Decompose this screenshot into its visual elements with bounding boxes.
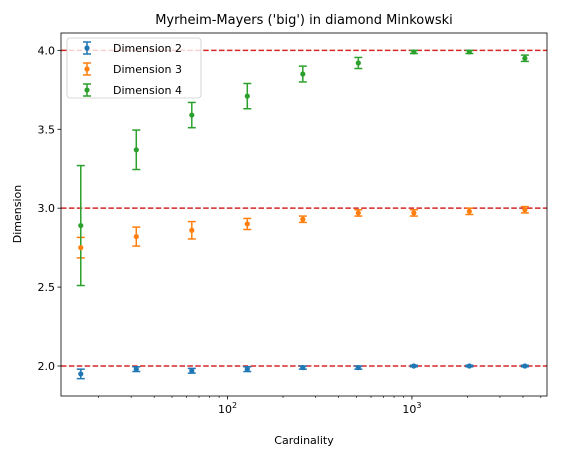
legend-marker	[84, 87, 90, 93]
data-point	[355, 210, 361, 216]
data-point	[411, 49, 417, 55]
legend-entry: Dimension 2	[83, 41, 182, 55]
legend-label: Dimension 3	[113, 63, 182, 76]
data-point	[189, 368, 195, 374]
data-point	[300, 71, 306, 77]
data-point	[522, 55, 528, 61]
chart-title: Myrheim-Mayers ('big') in diamond Minkow…	[155, 13, 453, 28]
data-point	[244, 93, 250, 99]
y-tick-label: 2.0	[38, 360, 56, 373]
data-points	[78, 49, 528, 377]
data-point	[78, 245, 84, 251]
data-point	[244, 366, 250, 372]
legend: Dimension 2 Dimension 3 Dimension 4	[66, 37, 202, 99]
legend-marker	[84, 66, 90, 72]
legend-entry: Dimension 3	[83, 62, 182, 76]
legend-box	[66, 37, 202, 99]
data-point	[300, 216, 306, 222]
x-axis: 102 103	[98, 396, 542, 416]
data-point	[466, 208, 472, 214]
y-tick-label: 4.0	[38, 44, 56, 57]
data-point	[466, 363, 472, 369]
data-point	[355, 60, 361, 66]
y-tick-label: 3.0	[38, 202, 56, 215]
legend-marker	[84, 45, 90, 51]
legend-entry: Dimension 4	[83, 83, 182, 97]
data-point	[411, 210, 417, 216]
data-point	[522, 363, 528, 369]
data-point	[78, 222, 84, 229]
data-point	[133, 233, 139, 240]
data-point	[189, 227, 195, 233]
data-point	[411, 363, 417, 369]
data-point	[133, 366, 139, 372]
plot-frame	[60, 32, 548, 397]
data-point	[189, 112, 195, 118]
data-point	[78, 371, 84, 377]
x-axis-title: Cardinality	[274, 434, 334, 447]
y-axis: 2.0 2.5 3.0 3.5 4.0	[38, 44, 61, 373]
legend-label: Dimension 4	[113, 84, 182, 97]
y-tick-label: 3.5	[38, 123, 56, 136]
data-point	[244, 221, 250, 227]
data-point	[355, 364, 361, 371]
x-tick-label: 103	[402, 401, 421, 416]
data-point	[300, 364, 306, 371]
y-tick-label: 2.5	[38, 281, 56, 294]
legend-label: Dimension 2	[113, 42, 182, 55]
x-tick-label: 102	[218, 401, 237, 416]
data-point	[522, 207, 528, 213]
y-axis-title: Dimension	[11, 185, 24, 243]
data-point	[133, 147, 139, 153]
data-point	[466, 49, 472, 55]
